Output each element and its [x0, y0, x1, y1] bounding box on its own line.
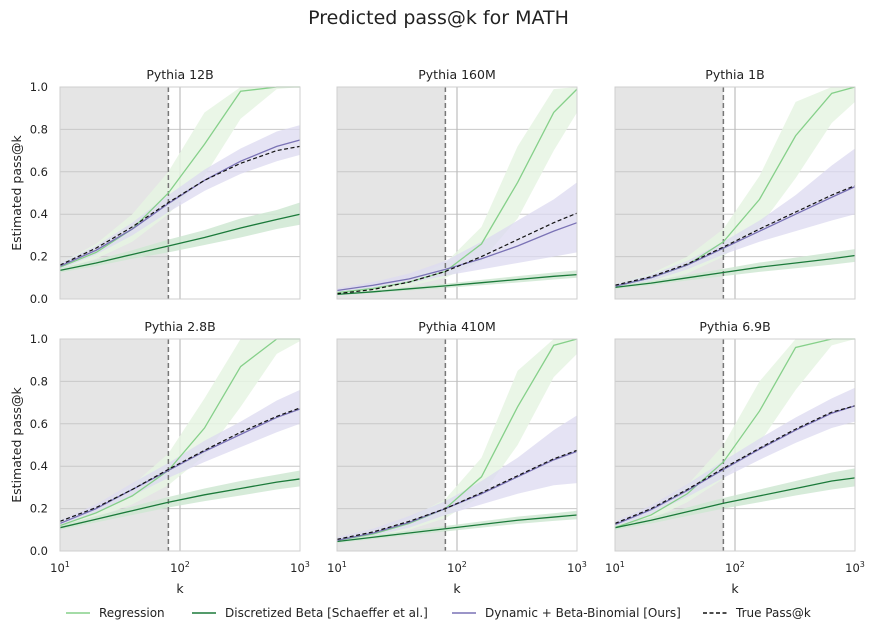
legend-label: Dynamic + Beta-Binomial [Ours] — [485, 606, 681, 620]
dynamic-band — [615, 387, 855, 528]
legend-label: Discretized Beta [Schaeffer et al.] — [225, 606, 428, 620]
legend-item-true: True Pass@k — [703, 606, 811, 620]
panel-title: Pythia 12B — [146, 67, 213, 82]
x-tick-label: 102 — [447, 560, 467, 575]
y-tick-label: 0.8 — [30, 122, 48, 136]
dynamic-band — [615, 148, 855, 289]
true-line — [336, 212, 578, 295]
beta-band — [60, 202, 300, 273]
context-shade — [337, 87, 446, 299]
dynamic-band — [337, 415, 577, 543]
dynamic-line — [614, 405, 856, 526]
y-axis-label: Estimated pass@k — [9, 135, 24, 251]
panel-title: Pythia 1B — [705, 67, 764, 82]
beta-line — [614, 254, 856, 288]
regression-band — [337, 87, 577, 295]
y-tick-label: 0.4 — [30, 459, 48, 473]
true-line — [59, 145, 301, 266]
legend-label: Regression — [99, 606, 165, 620]
figure-title: Predicted pass@k for MATH — [308, 7, 569, 29]
regression-band — [60, 339, 300, 528]
regression-line — [614, 338, 855, 529]
legend-item-beta: Discretized Beta [Schaeffer et al.] — [192, 606, 428, 620]
y-tick-label: 0.2 — [30, 502, 48, 516]
x-tick-label: 102 — [170, 560, 190, 575]
legend-item-regression: Regression — [66, 606, 165, 620]
y-tick-label: 0.4 — [30, 207, 48, 221]
y-tick-label: 1.0 — [30, 332, 48, 346]
beta-band — [615, 249, 855, 289]
panel-5: Pythia 410M 101 102 103 k — [327, 319, 587, 596]
true-line — [336, 449, 578, 540]
x-tick-label: 103 — [290, 560, 310, 575]
regression-line — [336, 338, 578, 542]
y-tick-label: 0.8 — [30, 374, 48, 388]
y-tick-label: 0.2 — [30, 250, 48, 264]
y-axis-label: Estimated pass@k — [9, 387, 24, 503]
x-tick-label: 102 — [725, 560, 745, 575]
regression-band — [337, 339, 577, 543]
panel-2: Pythia 160M — [336, 67, 578, 300]
panel-6: Pythia 6.9B 101 102 103 k — [605, 319, 865, 596]
y-tick-label: 1.0 — [30, 80, 48, 94]
plot-frame — [59, 86, 301, 300]
x-axis-label: k — [731, 581, 739, 596]
regression-band — [615, 339, 855, 530]
true-line — [59, 407, 301, 522]
y-tick-label: 0.0 — [30, 292, 48, 306]
dynamic-line — [59, 408, 301, 525]
panel-3: Pythia 1B — [614, 67, 856, 300]
true-line — [614, 185, 856, 286]
regression-line — [59, 86, 300, 268]
regression-line — [336, 88, 578, 294]
legend: Regression Discretized Beta [Schaeffer et… — [66, 606, 811, 620]
dynamic-band — [337, 182, 577, 293]
true-line — [614, 405, 856, 524]
panel-title: Pythia 6.9B — [699, 319, 770, 334]
plot-frame — [614, 86, 856, 300]
panel-title: Pythia 160M — [418, 67, 496, 82]
panel-title: Pythia 2.8B — [144, 319, 215, 334]
beta-line — [336, 273, 578, 295]
beta-line — [59, 213, 301, 272]
beta-line — [614, 477, 856, 529]
legend-label: True Pass@k — [735, 606, 811, 620]
plot-frame — [614, 338, 856, 552]
x-tick-label: 103 — [845, 560, 865, 575]
panel-title: Pythia 410M — [418, 319, 496, 334]
x-tick-label: 101 — [605, 560, 625, 575]
y-tick-label: 0.0 — [30, 544, 48, 558]
x-tick-label: 101 — [50, 560, 70, 575]
beta-line — [59, 478, 301, 529]
dynamic-band — [60, 389, 300, 527]
panel-4: Pythia 2.8B 0.0 0.2 0.4 0.6 0.8 1.0 Estimated p… — [9, 319, 310, 596]
legend-item-dynamic: Dynamic + Beta-Binomial [Ours] — [452, 606, 681, 620]
panel-1: Pythia 12B 0.0 0.2 0.4 0.6 0.8 1.0 Estimated pa… — [9, 67, 301, 306]
x-tick-label: 103 — [567, 560, 587, 575]
y-tick-label: 0.6 — [30, 165, 48, 179]
x-axis-label: k — [453, 581, 461, 596]
x-tick-label: 101 — [327, 560, 347, 575]
beta-band — [337, 270, 577, 296]
y-tick-label: 0.6 — [30, 417, 48, 431]
beta-line — [336, 514, 578, 543]
plot-frame — [336, 86, 578, 300]
x-axis-label: k — [176, 581, 184, 596]
regression-line — [59, 338, 300, 527]
plot-frame — [336, 338, 578, 552]
plot-frame — [59, 338, 301, 552]
dynamic-line — [614, 186, 856, 287]
